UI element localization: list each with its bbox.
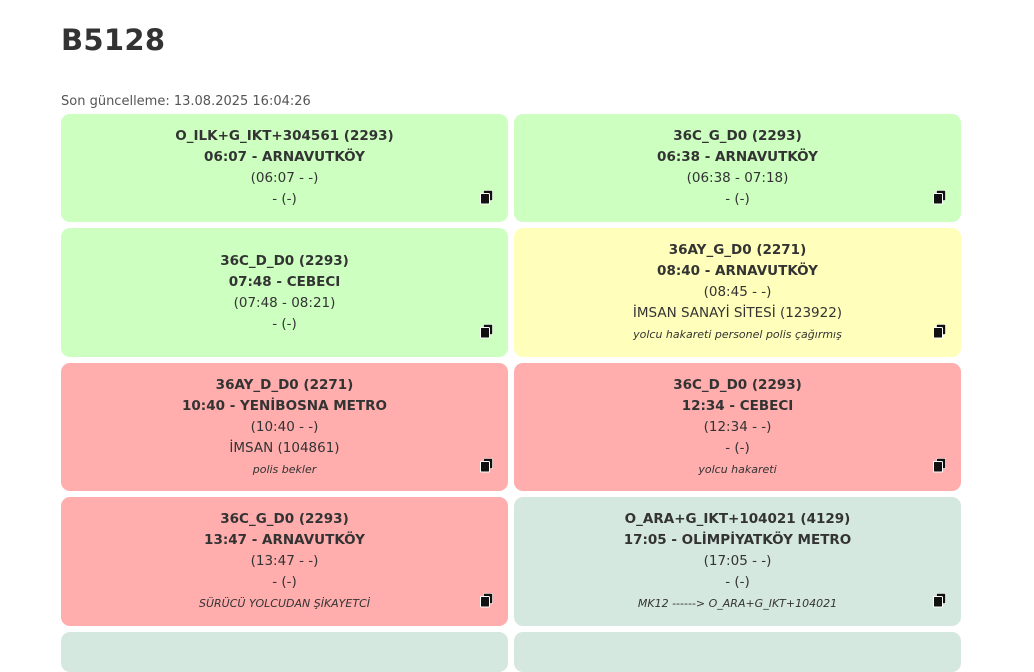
trip-stop: İMSAN (104861) bbox=[229, 439, 340, 456]
trip-stop: - (-) bbox=[272, 315, 297, 332]
trip-departure: 08:40 - ARNAVUTKÖY bbox=[657, 263, 818, 279]
trip-stop: - (-) bbox=[725, 191, 750, 207]
trip-card: 36AY_G_D0 (2271) 08:40 - ARNAVUTKÖY (08:… bbox=[514, 228, 961, 357]
trip-card: O_ARA+G_IKT+104021 (4129) 17:05 - OLİMPİ… bbox=[514, 497, 961, 626]
trip-times: (12:34 - -) bbox=[703, 418, 772, 435]
trip-route: 36C_D_D0 (2293) bbox=[673, 376, 802, 393]
trip-route: O_ARA+G_IKT+104021 (4129) bbox=[624, 511, 851, 527]
copy-icon[interactable] bbox=[933, 324, 947, 339]
trip-card: 36C_D_D0 (2293) 07:48 - CEBECI (07:48 - … bbox=[61, 228, 508, 357]
trip-card-partial bbox=[514, 632, 961, 672]
trip-departure: 12:34 - CEBECI bbox=[681, 397, 794, 414]
trip-card: 36C_G_D0 (2293) 13:47 - ARNAVUTKÖY (13:4… bbox=[61, 497, 508, 626]
copy-icon[interactable] bbox=[933, 593, 947, 608]
trip-times: (13:47 - -) bbox=[250, 553, 319, 569]
trip-card: O_ILK+G_IKT+304561 (2293) 06:07 - ARNAVU… bbox=[61, 114, 508, 222]
trip-route: 36C_G_D0 (2293) bbox=[220, 511, 349, 527]
trip-note: SÜRÜCÜ YOLCUDAN ŞİKAYETCİ bbox=[199, 597, 370, 610]
copy-icon[interactable] bbox=[480, 458, 494, 473]
copy-icon[interactable] bbox=[933, 190, 947, 205]
trip-route: 36AY_D_D0 (2271) bbox=[215, 376, 354, 393]
trip-stop: İMSAN SANAYİ SİTESİ (123922) bbox=[632, 305, 843, 321]
trip-departure: 17:05 - OLİMPİYATKÖY METRO bbox=[623, 532, 852, 548]
trip-note: MK12 ------> O_ARA+G_IKT+104021 bbox=[637, 597, 838, 610]
trip-route: 36AY_G_D0 (2271) bbox=[668, 242, 807, 258]
trip-times: (06:07 - -) bbox=[250, 170, 319, 186]
trip-times: (06:38 - 07:18) bbox=[686, 170, 789, 186]
trip-departure: 10:40 - YENİBOSNA METRO bbox=[182, 397, 387, 414]
trip-departure: 06:38 - ARNAVUTKÖY bbox=[657, 149, 818, 165]
copy-icon[interactable] bbox=[480, 593, 494, 608]
trip-route: O_ILK+G_IKT+304561 (2293) bbox=[175, 128, 394, 144]
page-title: B5128 bbox=[61, 23, 166, 57]
copy-icon[interactable] bbox=[480, 190, 494, 205]
trip-times: (08:45 - -) bbox=[703, 284, 772, 300]
trip-note: yolcu hakareti bbox=[698, 462, 777, 476]
trip-card: 36C_D_D0 (2293) 12:34 - CEBECI (12:34 - … bbox=[514, 363, 961, 491]
trip-card-partial bbox=[61, 632, 508, 672]
trip-departure: 06:07 - ARNAVUTKÖY bbox=[204, 149, 365, 165]
trip-route: 36C_G_D0 (2293) bbox=[673, 128, 802, 144]
copy-icon[interactable] bbox=[480, 324, 494, 339]
copy-icon[interactable] bbox=[933, 458, 947, 473]
trip-card: 36AY_D_D0 (2271) 10:40 - YENİBOSNA METRO… bbox=[61, 363, 508, 491]
last-update-text: Son güncelleme: 13.08.2025 16:04:26 bbox=[61, 94, 311, 109]
trip-grid: O_ILK+G_IKT+304561 (2293) 06:07 - ARNAVU… bbox=[61, 114, 961, 672]
trip-note: yolcu hakareti personel polis çağırmış bbox=[633, 328, 842, 341]
trip-departure: 13:47 - ARNAVUTKÖY bbox=[204, 532, 365, 548]
trip-stop: - (-) bbox=[272, 574, 297, 590]
trip-route: 36C_D_D0 (2293) bbox=[220, 252, 349, 269]
trip-stop: - (-) bbox=[725, 439, 750, 456]
trip-times: (07:48 - 08:21) bbox=[233, 294, 336, 311]
trip-note: polis bekler bbox=[252, 462, 317, 476]
trip-departure: 07:48 - CEBECI bbox=[228, 273, 341, 290]
trip-times: (17:05 - -) bbox=[703, 553, 772, 569]
trip-stop: - (-) bbox=[725, 574, 750, 590]
trip-times: (10:40 - -) bbox=[250, 418, 319, 435]
trip-stop: - (-) bbox=[272, 191, 297, 207]
trip-card: 36C_G_D0 (2293) 06:38 - ARNAVUTKÖY (06:3… bbox=[514, 114, 961, 222]
